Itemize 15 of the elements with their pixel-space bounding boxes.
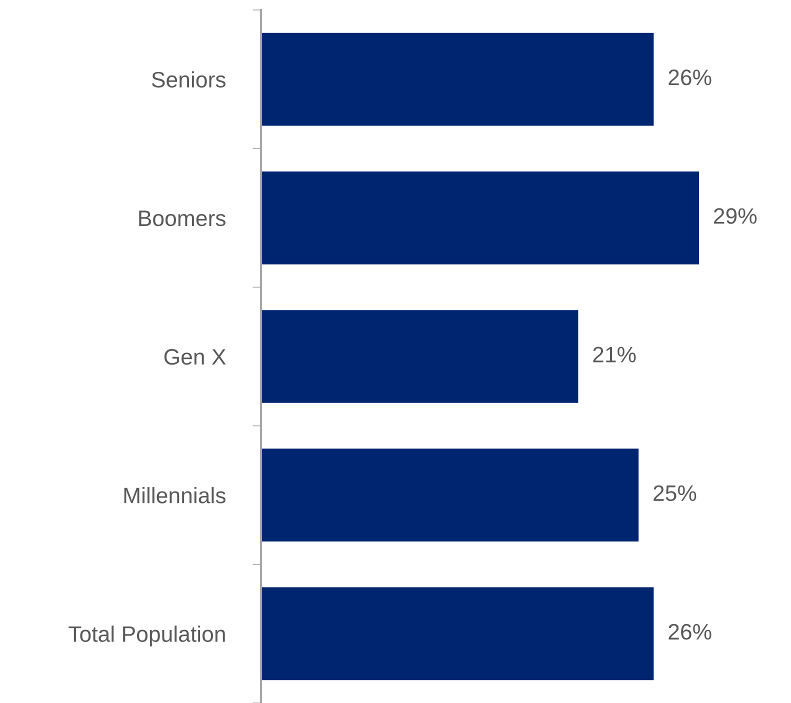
- y-tick-label: Seniors: [152, 71, 226, 88]
- bar: [261, 32, 654, 126]
- data-label: 26%: [668, 70, 712, 86]
- data-label: 26%: [668, 624, 712, 640]
- bar: [261, 310, 578, 403]
- data-label: 25%: [654, 485, 696, 502]
- bar: [261, 448, 639, 542]
- data-label: 29%: [714, 208, 757, 224]
- y-tick-label: Gen X: [164, 349, 226, 365]
- y-tick-label: Boomers: [139, 210, 226, 226]
- data-label: 21%: [593, 346, 636, 362]
- bar: [261, 587, 654, 680]
- bar: [261, 171, 700, 264]
- y-tick-label: Millennials: [124, 487, 226, 504]
- y-tick-label: Total Population: [68, 626, 225, 646]
